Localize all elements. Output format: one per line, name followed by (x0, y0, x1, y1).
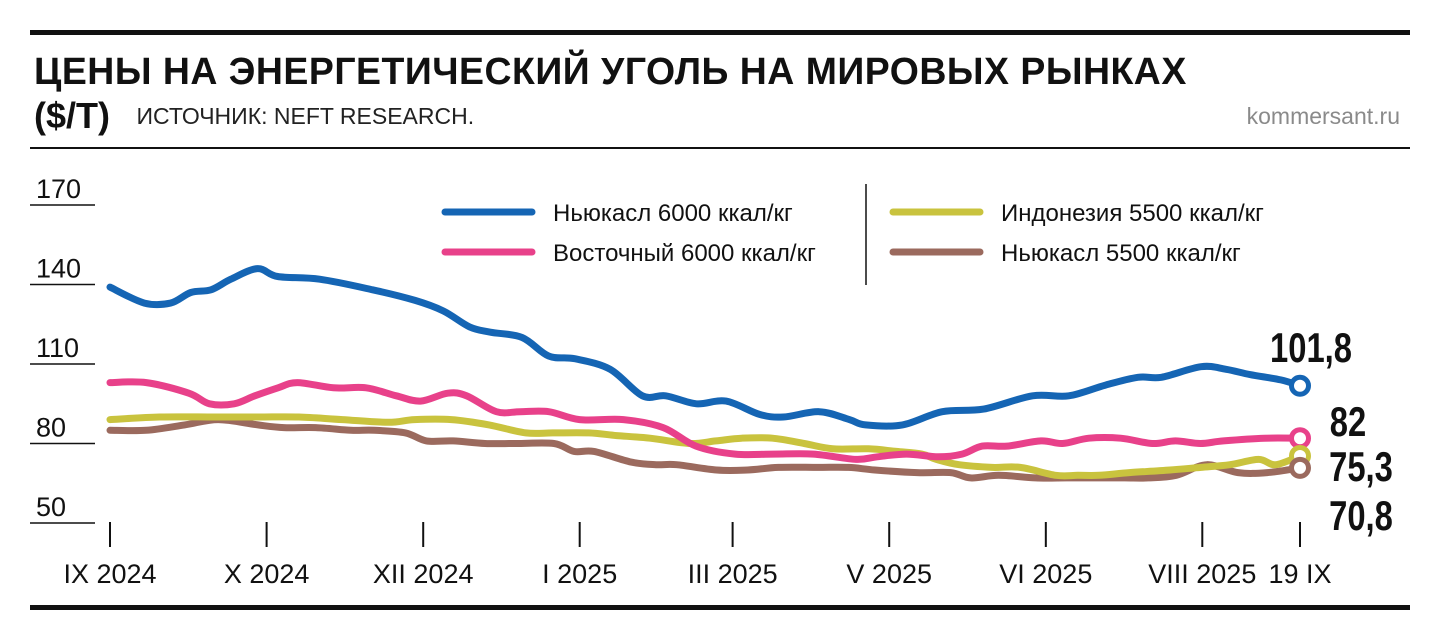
series-line (106, 265, 1304, 430)
x-tick-label: VI 2025 (999, 559, 1092, 589)
legend-item: Индонезия 5500 ккал/кг (889, 200, 1264, 227)
legend-label: Ньюкасл 5500 ккал/кг (1001, 240, 1241, 267)
site-credit: kommersant.ru (1246, 103, 1400, 129)
series-end-marker (1289, 374, 1311, 397)
top-rule (30, 30, 1410, 35)
y-tick-label: 80 (36, 413, 66, 443)
legend-item: Восточный 6000 ккал/кг (441, 240, 816, 267)
x-tick-label: VIII 2025 (1148, 559, 1256, 589)
x-axis: IX 2024 X 2024 XII 2024 I 2025 III 2025 V 202… (63, 522, 1332, 589)
x-tick-label: X 2024 (224, 559, 310, 589)
unit-label: ($/Т) (34, 95, 110, 136)
legend-item: Ньюкасл 5500 ккал/кг (889, 240, 1241, 267)
legend-label: Индонезия 5500 ккал/кг (1001, 200, 1264, 227)
series-end-marker (1289, 456, 1311, 479)
x-tick-label: XII 2024 (373, 559, 474, 589)
source-label: ИСТОЧНИК: NEFT RESEARCH. (136, 103, 475, 129)
legend: Ньюкасл 6000 ккал/кг Восточный 6000 ккал/… (441, 184, 1264, 285)
x-tick-label: IX 2024 (63, 559, 156, 589)
y-tick-label: 50 (36, 492, 66, 522)
legend-item: Ньюкасл 6000 ккал/кг (441, 200, 793, 227)
y-tick-label: 140 (36, 254, 81, 284)
x-tick-label: I 2025 (542, 559, 617, 589)
line-chart: 50 80 110 140 170 IX 2024 X 2024 XII 2024 I 2025… (30, 174, 1393, 589)
series-group (106, 265, 1311, 482)
chart-title: ЦЕНЫ НА ЭНЕРГЕТИЧЕСКИЙ УГОЛЬ НА МИРОВЫХ … (34, 51, 1187, 93)
y-tick-label: 110 (36, 333, 79, 363)
bottom-rule (30, 605, 1410, 610)
x-tick-label: III 2025 (688, 559, 778, 589)
x-tick-label: V 2025 (846, 559, 932, 589)
series-end-marker (1289, 427, 1311, 450)
subtitle-line: ($/Т) ИСТОЧНИК: NEFT RESEARCH. (34, 96, 474, 136)
y-tick-label: 170 (36, 174, 81, 204)
y-axis: 50 80 110 140 170 (30, 174, 95, 524)
series-end-label: 70,8 (1329, 492, 1393, 539)
series-end-label: 101,8 (1270, 324, 1352, 371)
header-divider (30, 147, 1410, 149)
legend-label: Восточный 6000 ккал/кг (553, 240, 816, 267)
series-end-label: 75,3 (1329, 443, 1393, 490)
series-line (106, 378, 1304, 463)
series-line (106, 413, 1304, 480)
series-end-label: 82 (1330, 398, 1366, 445)
legend-label: Ньюкасл 6000 ккал/кг (553, 200, 793, 227)
x-tick-label: 19 IX (1268, 559, 1331, 589)
